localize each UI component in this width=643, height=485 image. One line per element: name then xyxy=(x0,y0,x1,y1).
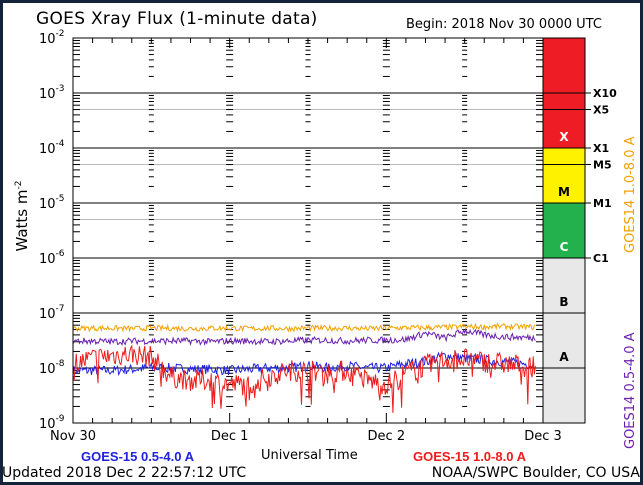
x-axis-label: Universal Time xyxy=(261,448,358,463)
class-label-a: A xyxy=(559,350,569,364)
threshold-label-x1: X1 xyxy=(593,142,609,155)
y-tick-label: 10-7 xyxy=(39,304,65,322)
class-label-c: C xyxy=(560,240,569,254)
y-tick-exponent: -4 xyxy=(56,139,65,149)
y-tick-label: 10-3 xyxy=(39,84,65,102)
y-tick-exponent: -3 xyxy=(56,84,65,94)
y-tick-exponent: -8 xyxy=(56,359,65,369)
chart-title: GOES Xray Flux (1-minute data) xyxy=(36,9,318,29)
legend-goes15-short: GOES-15 0.5-4.0 A xyxy=(81,449,194,464)
threshold-label-m5: M5 xyxy=(593,159,612,172)
class-band-m xyxy=(543,148,585,203)
y-tick-exponent: -5 xyxy=(56,194,65,204)
x-tick-label: Dec 1 xyxy=(211,429,249,444)
y-tick-label: 10-2 xyxy=(39,29,65,47)
class-band-a xyxy=(543,313,585,368)
threshold-label-x5: X5 xyxy=(593,104,609,117)
class-label-x: X xyxy=(559,130,569,144)
y-tick-exponent: -6 xyxy=(56,249,65,259)
y-tick-exponent: -7 xyxy=(56,304,65,314)
series-line-goes14-1-0-8-0-a xyxy=(72,322,536,333)
y-tick-label: 10-8 xyxy=(39,359,65,377)
class-band-below-a xyxy=(543,368,585,423)
class-band-c xyxy=(543,203,585,258)
y-tick-exponent: -2 xyxy=(56,29,65,39)
class-label-m: M xyxy=(558,185,570,199)
begin-time: Begin: 2018 Nov 30 0000 UTC xyxy=(406,17,602,32)
series-line-goes-15-0-5-4-0-a xyxy=(72,351,536,377)
legend-goes15-long: GOES-15 1.0-8.0 A xyxy=(413,449,526,464)
threshold-label-x10: X10 xyxy=(593,87,617,100)
y-tick-label: 10-6 xyxy=(39,249,65,267)
x-tick-label: Nov 30 xyxy=(50,429,96,444)
updated-timestamp: Updated 2018 Dec 2 22:57:12 UTC xyxy=(3,465,247,481)
threshold-label-m1: M1 xyxy=(593,197,612,210)
class-bar-frame xyxy=(542,37,586,424)
credit: NOAA/SWPC Boulder, CO USA xyxy=(431,465,640,481)
legend-goes14-long: GOES14 1.0-8.0 A xyxy=(623,136,638,253)
plot-area: X M C B A X10 X5 X1 M5 M1 C1 10-2 10-3 10-4 10-5 10-6 10… xyxy=(39,29,617,444)
y-tick-label: 10-5 xyxy=(39,194,65,212)
x-tick-label: Dec 2 xyxy=(368,429,406,444)
x-tick-label: Dec 3 xyxy=(524,429,562,444)
legend-goes14-short: GOES14 0.5-4.0 A xyxy=(623,332,638,449)
threshold-label-c1: C1 xyxy=(593,252,609,265)
goes-xray-flux-chart: GOES Xray Flux (1-minute data) Begin: 20… xyxy=(3,3,640,482)
y-tick-label: 10-4 xyxy=(39,139,65,157)
class-band-b xyxy=(543,258,585,313)
series-line-goes-15-1-0-8-0-a xyxy=(72,344,536,413)
class-label-b: B xyxy=(559,295,568,309)
y-tick-exponent: -9 xyxy=(56,414,65,424)
series-line-goes14-0-5-4-0-a xyxy=(72,327,536,347)
